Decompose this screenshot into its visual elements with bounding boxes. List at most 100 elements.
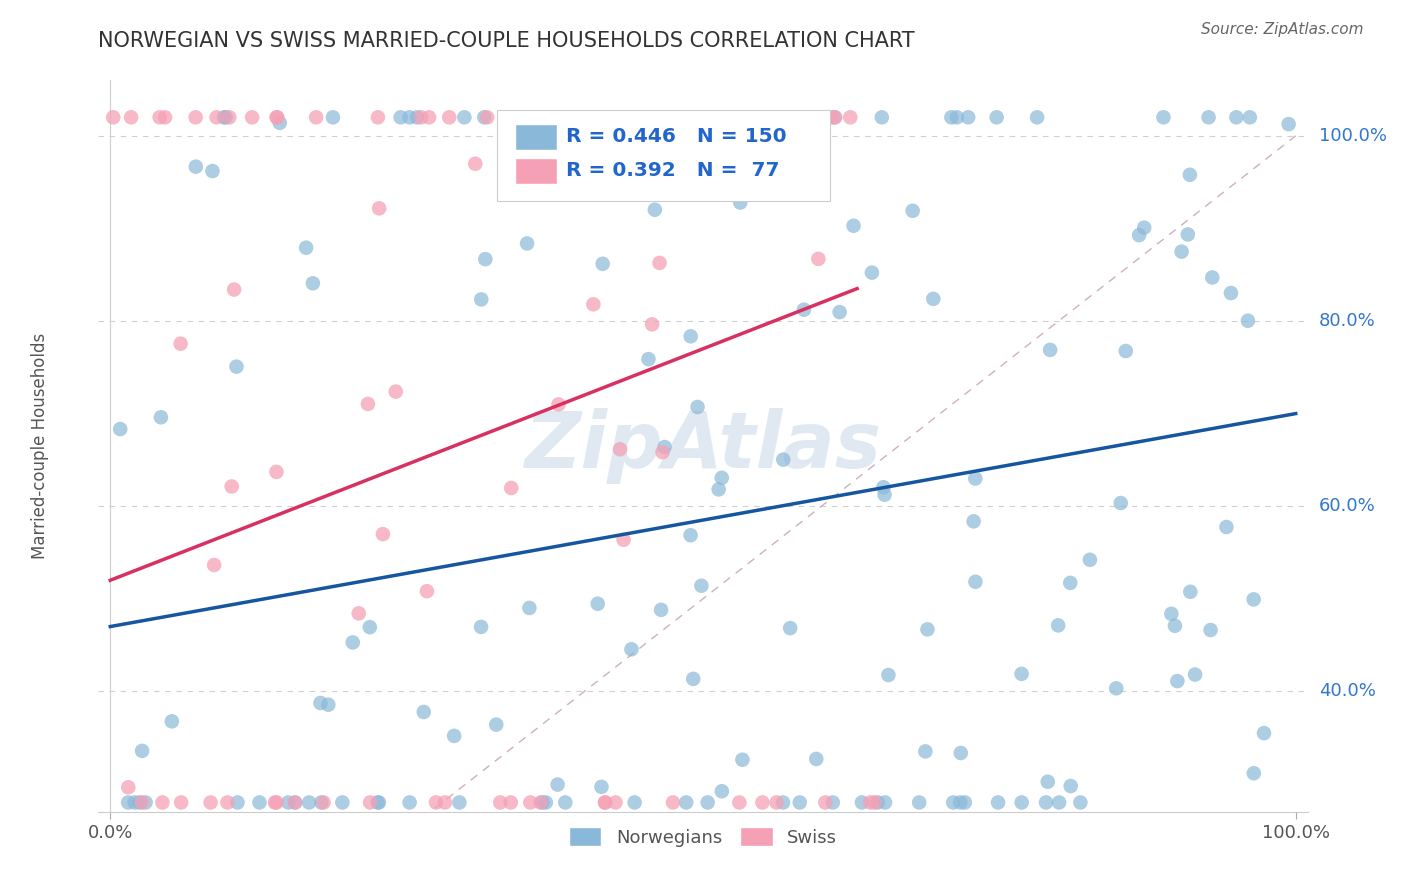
Point (1036, 774, 1059, 789)
Text: 80.0%: 80.0% (1319, 312, 1375, 330)
Point (485, 717, 508, 731)
Point (547, 778, 569, 792)
Point (605, 796, 627, 810)
Point (547, 397, 569, 411)
Point (284, 796, 307, 810)
Text: R = 0.446   N = 150: R = 0.446 N = 150 (567, 127, 787, 146)
FancyBboxPatch shape (498, 110, 830, 201)
Point (1115, 343, 1137, 358)
Point (1047, 618, 1070, 632)
Point (202, 558, 225, 572)
Point (367, 796, 389, 810)
Point (706, 111, 728, 125)
Point (582, 297, 605, 311)
Point (464, 157, 486, 171)
Point (1160, 607, 1182, 621)
Point (249, 796, 271, 810)
Point (389, 111, 412, 125)
Point (686, 400, 709, 414)
FancyBboxPatch shape (516, 125, 557, 150)
Point (922, 292, 945, 306)
Point (589, 111, 612, 125)
Point (1109, 496, 1132, 510)
Point (322, 111, 344, 125)
Point (1237, 314, 1260, 328)
Point (311, 796, 333, 810)
Point (908, 796, 931, 810)
Point (651, 445, 673, 459)
Point (124, 796, 146, 810)
Point (318, 698, 340, 712)
Text: Married-couple Households: Married-couple Households (31, 333, 49, 559)
Point (679, 528, 702, 542)
Point (1201, 270, 1223, 285)
Point (824, 111, 846, 125)
Point (131, 796, 153, 810)
Point (309, 696, 332, 710)
Point (789, 796, 811, 810)
Point (1184, 667, 1206, 681)
Text: 100.0%: 100.0% (1319, 127, 1386, 145)
Point (120, 111, 142, 125)
Point (264, 796, 287, 810)
Point (170, 796, 193, 810)
Point (277, 796, 299, 810)
Point (153, 111, 176, 125)
Point (398, 111, 420, 125)
Point (305, 111, 328, 125)
Point (772, 452, 794, 467)
Point (240, 111, 263, 125)
Point (623, 796, 645, 810)
Point (585, 111, 607, 125)
Point (710, 471, 733, 485)
Point (1215, 520, 1237, 534)
Text: 60.0%: 60.0% (1319, 497, 1375, 516)
Point (1105, 681, 1128, 696)
Point (690, 579, 713, 593)
Point (949, 746, 972, 760)
Point (591, 780, 613, 794)
Point (416, 584, 439, 599)
Point (412, 705, 434, 719)
Point (1011, 796, 1033, 810)
Point (1060, 779, 1083, 793)
Point (806, 752, 828, 766)
Point (499, 796, 522, 810)
Point (986, 111, 1008, 125)
Point (201, 164, 224, 178)
Point (501, 481, 523, 495)
FancyBboxPatch shape (516, 160, 557, 184)
Point (731, 753, 754, 767)
Point (593, 796, 616, 810)
Point (218, 111, 240, 125)
Point (266, 465, 288, 479)
Point (367, 111, 389, 125)
Point (1133, 220, 1156, 235)
Point (1128, 228, 1150, 243)
Point (863, 796, 886, 810)
Point (1011, 666, 1033, 681)
Point (475, 111, 498, 125)
Point (814, 796, 837, 810)
Point (917, 623, 939, 637)
Point (184, 160, 207, 174)
Point (675, 796, 697, 810)
Point (873, 488, 896, 502)
Point (682, 672, 704, 686)
Point (217, 796, 239, 810)
Point (443, 729, 465, 743)
Text: Source: ZipAtlas.com: Source: ZipAtlas.com (1201, 22, 1364, 37)
Point (851, 796, 873, 810)
Point (200, 796, 222, 810)
Point (152, 796, 174, 810)
Point (212, 111, 235, 125)
Point (135, 796, 157, 810)
Point (425, 796, 447, 810)
Point (367, 796, 389, 810)
Point (117, 796, 139, 810)
Point (489, 796, 512, 810)
Point (679, 329, 702, 343)
Point (149, 410, 172, 425)
Point (1278, 117, 1301, 131)
Point (1152, 111, 1174, 125)
